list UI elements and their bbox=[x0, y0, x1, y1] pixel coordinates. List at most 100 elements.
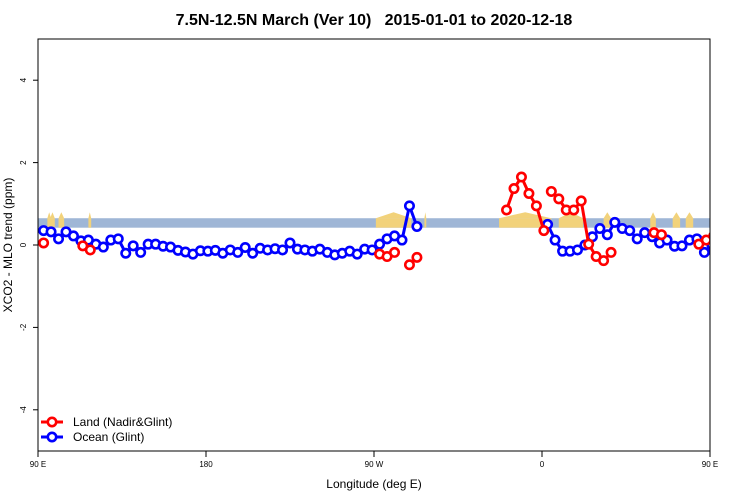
land-region bbox=[375, 218, 412, 228]
land-region bbox=[88, 218, 92, 228]
land-peak bbox=[424, 212, 427, 219]
data-point bbox=[284, 237, 296, 249]
data-point bbox=[538, 225, 550, 237]
land-peak bbox=[650, 212, 656, 219]
data-point bbox=[655, 229, 667, 241]
data-point bbox=[717, 228, 725, 236]
land-region bbox=[650, 218, 656, 228]
data-point bbox=[239, 241, 251, 253]
x-tick-label: 0 bbox=[540, 460, 545, 469]
land-region bbox=[672, 218, 681, 228]
land-peak bbox=[47, 212, 52, 219]
x-tick-label: 90 E bbox=[30, 460, 46, 469]
legend: Land (Nadir&Glint)Ocean (Glint) bbox=[41, 415, 172, 444]
legend-marker bbox=[46, 416, 58, 428]
series-layer bbox=[38, 171, 750, 271]
y-axis-ticks: -4 -2 0 2 4 bbox=[19, 77, 38, 413]
land-peak bbox=[50, 212, 55, 219]
series-Ocean (Glint) bbox=[38, 200, 750, 261]
data-point bbox=[549, 234, 561, 246]
data-point bbox=[523, 188, 535, 200]
chart-title: 7.5N-12.5N March (Ver 10) 2015-01-01 to … bbox=[176, 12, 573, 29]
data-point bbox=[120, 247, 132, 259]
x-tick-label: 180 bbox=[199, 460, 213, 469]
data-point bbox=[351, 248, 363, 260]
land-peak bbox=[685, 212, 694, 219]
data-point bbox=[571, 244, 583, 256]
land-peak bbox=[88, 212, 92, 219]
data-point bbox=[730, 243, 738, 251]
data-point bbox=[508, 183, 520, 195]
data-point bbox=[67, 230, 79, 242]
data-point bbox=[97, 241, 109, 253]
series-Land (Nadir&Glint) bbox=[38, 171, 750, 271]
land-region bbox=[58, 218, 65, 228]
data-point bbox=[374, 238, 386, 250]
data-point bbox=[594, 223, 606, 235]
data-point bbox=[698, 246, 710, 258]
data-point bbox=[403, 200, 415, 212]
data-point bbox=[411, 251, 423, 263]
data-point bbox=[724, 233, 732, 241]
land-peak bbox=[672, 212, 681, 219]
data-point bbox=[575, 195, 587, 207]
land-region bbox=[558, 218, 584, 228]
data-point bbox=[601, 229, 613, 241]
y-tick-label: -4 bbox=[19, 406, 28, 414]
legend-label: Land (Nadir&Glint) bbox=[73, 415, 172, 429]
data-point bbox=[403, 259, 415, 271]
data-point bbox=[723, 243, 731, 251]
x-axis-label: Longitude (deg E) bbox=[326, 477, 421, 491]
data-point bbox=[745, 246, 750, 254]
data-point bbox=[135, 246, 147, 258]
data-point bbox=[715, 248, 723, 256]
x-tick-label: 90 W bbox=[365, 460, 384, 469]
x-tick-label: 90 E bbox=[702, 460, 718, 469]
land-peak bbox=[375, 212, 412, 219]
land-peak bbox=[603, 212, 612, 219]
data-point bbox=[624, 225, 636, 237]
series-line bbox=[745, 247, 750, 250]
data-point bbox=[389, 246, 401, 258]
data-point bbox=[127, 240, 139, 252]
land-peak bbox=[558, 212, 584, 219]
land-peak bbox=[58, 212, 65, 219]
y-tick-label: -2 bbox=[19, 323, 28, 331]
land-region bbox=[424, 218, 427, 228]
y-tick-label: 4 bbox=[19, 77, 28, 82]
x-axis-ticks: 90 E 180 90 W 0 90 E bbox=[30, 451, 718, 469]
y-tick-label: 2 bbox=[19, 160, 28, 165]
data-point bbox=[396, 234, 408, 246]
data-point bbox=[732, 237, 740, 245]
data-point bbox=[501, 204, 513, 216]
land-region bbox=[603, 218, 612, 228]
data-point bbox=[700, 234, 710, 246]
data-point bbox=[708, 231, 710, 240]
land-silhouettes bbox=[47, 212, 694, 228]
land-region bbox=[499, 218, 552, 228]
zero-band bbox=[38, 218, 710, 228]
data-point bbox=[738, 244, 746, 252]
data-point bbox=[84, 244, 96, 256]
data-point bbox=[609, 216, 621, 228]
data-point bbox=[411, 220, 423, 232]
legend-marker bbox=[46, 431, 58, 443]
data-point bbox=[568, 204, 580, 216]
data-point bbox=[598, 255, 610, 267]
data-point bbox=[583, 238, 595, 250]
data-point bbox=[605, 246, 617, 258]
data-point bbox=[676, 240, 688, 252]
data-point bbox=[112, 233, 124, 245]
land-region bbox=[47, 218, 52, 228]
data-point bbox=[553, 193, 565, 205]
land-region bbox=[50, 218, 55, 228]
data-point bbox=[631, 233, 643, 245]
y-tick-label: 0 bbox=[19, 242, 28, 247]
data-point bbox=[53, 233, 65, 245]
data-point bbox=[247, 247, 259, 259]
land-region bbox=[685, 218, 694, 228]
data-point bbox=[530, 200, 542, 212]
data-point bbox=[232, 246, 244, 258]
data-point bbox=[45, 226, 57, 238]
